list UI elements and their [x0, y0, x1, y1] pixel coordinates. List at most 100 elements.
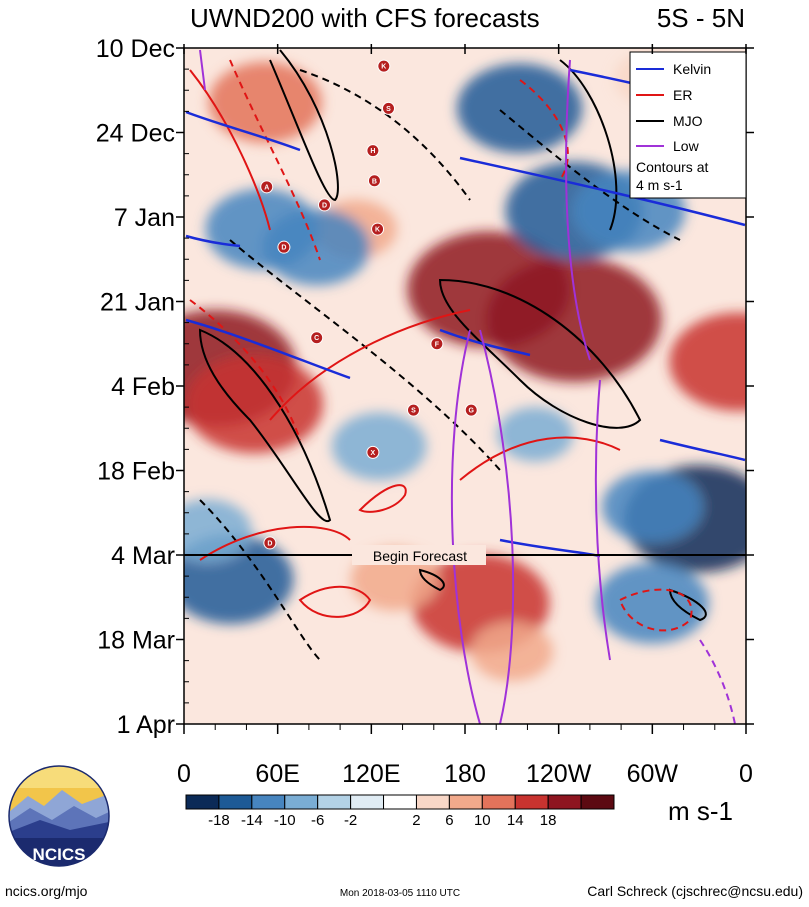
anomaly-blob-20: [595, 562, 709, 644]
storm-marker-7: D: [277, 240, 291, 254]
kelvin-contours: [185, 68, 746, 558]
storm-marker-3: B: [367, 174, 381, 188]
colorbar-swatch-3: [284, 794, 319, 810]
storm-symbol: [406, 403, 420, 417]
storm-symbol: [430, 337, 444, 351]
colorbar-label-6: 6: [445, 812, 453, 829]
y-tick-label-7: 18 Mar: [97, 627, 175, 655]
y-tick-label-6: 4 Mar: [111, 542, 175, 570]
colorbar-label-3: -6: [311, 812, 324, 829]
storm-letter: X: [371, 450, 376, 457]
storm-symbol: [277, 240, 291, 254]
storm-symbol: [366, 445, 380, 459]
storm-symbol: [260, 180, 274, 194]
storm-symbol: [382, 101, 396, 115]
forecast-label-bg: [352, 545, 486, 565]
contour-note-1: Contours at: [636, 159, 708, 175]
storm-letter: C: [314, 335, 319, 342]
storm-letter: D: [281, 245, 286, 252]
anomaly-blob-17: [601, 470, 703, 543]
x-tick-label-4: 120W: [526, 760, 592, 788]
colorbar-swatch-0: [185, 794, 220, 810]
er-contours: [189, 59, 693, 632]
legend-label-low: Low: [673, 138, 700, 154]
colorbar-swatch-10: [514, 794, 549, 810]
colorbar-swatch-7: [415, 794, 450, 810]
storm-symbol: [371, 222, 385, 236]
storm-letter: K: [381, 64, 386, 71]
y-tick-label-2: 7 Jan: [114, 204, 175, 232]
storm-letter: D: [322, 202, 327, 209]
footer-right: Carl Schreck (cjschrec@ncsu.edu): [587, 883, 803, 899]
legend-label-er: ER: [673, 87, 692, 103]
storm-symbol: [263, 536, 277, 550]
storm-symbol: [367, 174, 381, 188]
x-axis: 0 60E 120E 180 120W 60W 0: [177, 44, 753, 788]
colorbar-label-8: 14: [507, 812, 524, 829]
storm-symbol: [318, 198, 331, 212]
storm-symbol: [377, 59, 391, 73]
x-tick-label-1: 60E: [255, 760, 299, 788]
y-tick-label-3: 21 Jan: [100, 289, 175, 317]
storm-symbol: [464, 403, 478, 417]
colorbar-units: m s-1: [668, 796, 733, 826]
contour-note-2: 4 m s-1: [636, 177, 683, 193]
low-contours: [199, 49, 736, 724]
storm-letter: B: [372, 178, 377, 185]
storm-marker-2: H: [366, 144, 380, 158]
colorbar-label-9: 18: [540, 812, 557, 829]
storm-symbol: [310, 331, 324, 345]
colorbar-label-7: 10: [474, 812, 491, 829]
storm-letter: F: [435, 341, 440, 348]
colorbar: -18 -14 -10 -6 -2 2 6 10 14 18: [185, 794, 615, 829]
legend-label-mjo: MJO: [673, 113, 703, 129]
colorbar-swatch-1: [218, 794, 253, 810]
storm-letter: S: [386, 106, 391, 113]
anomaly-blob-1: [185, 354, 324, 454]
storm-marker-6: K: [371, 222, 385, 236]
x-tick-label-0: 0: [177, 760, 191, 788]
storm-marker-11: G: [464, 403, 478, 417]
y-tick-label-1: 24 Dec: [96, 120, 175, 148]
legend-box: [629, 51, 747, 199]
storm-marker-4: A: [260, 180, 274, 194]
colorbar-label-4: -2: [344, 812, 357, 829]
legend-label-kelvin: Kelvin: [673, 61, 711, 77]
colorbar-label-2: -10: [274, 812, 296, 829]
storm-letter: S: [411, 408, 416, 415]
anomaly-blob-8: [208, 61, 322, 143]
anomaly-blob-21: [331, 412, 427, 481]
x-tick-label-5: 60W: [627, 760, 679, 788]
storm-letter: A: [264, 184, 269, 191]
colorbar-swatch-2: [251, 794, 286, 810]
colorbar-swatch-11: [547, 794, 582, 810]
colorbar-swatch-6: [383, 794, 417, 810]
colorbar-label-1: -14: [241, 812, 263, 829]
legend: Kelvin ER MJO Low Contours at 4 m s-1: [629, 51, 747, 199]
y-tick-label-5: 18 Feb: [97, 458, 175, 486]
logo-text: NCICS: [33, 845, 86, 864]
mjo-contours: [198, 49, 707, 661]
colorbar-swatch-12: [580, 794, 615, 810]
colorbar-swatch-9: [481, 794, 516, 810]
y-tick-label-4: 4 Feb: [111, 373, 175, 401]
logo-sky-upper: [9, 766, 109, 788]
x-tick-label-2: 120E: [342, 760, 400, 788]
logo-ring: [8, 765, 110, 867]
footer-left: ncics.org/mjo: [5, 883, 88, 899]
chart-region: 5S - 5N: [657, 3, 745, 33]
ncics-logo: NCICS: [8, 765, 110, 867]
storm-markers: K S H B A D K D C F S G X D: [260, 59, 478, 550]
storm-marker-8: C: [310, 331, 324, 345]
storm-marker-12: X: [366, 445, 380, 459]
storm-marker-0: K: [377, 59, 391, 73]
storm-marker-1: S: [382, 101, 396, 115]
storm-symbol: [366, 144, 380, 158]
anomaly-blob-22: [497, 407, 574, 462]
storm-letter: G: [469, 408, 475, 415]
anomaly-blob-4: [669, 312, 746, 412]
x-tick-label-3: 180: [444, 760, 486, 788]
anomaly-blob-19: [184, 499, 252, 563]
anomaly-blob-3: [486, 257, 662, 383]
